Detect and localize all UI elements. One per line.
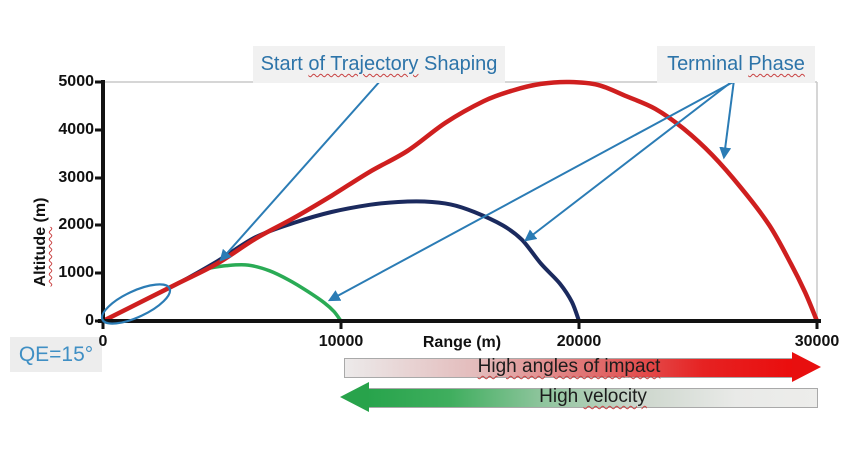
x-tick-30000: 30000 xyxy=(794,333,840,350)
y-axis-ticks xyxy=(95,80,103,323)
x-axis-title: Range (m) xyxy=(422,334,502,351)
label-terminal-phase: Terminal Phase xyxy=(657,46,815,83)
y-tick-1000: 1000 xyxy=(58,264,94,281)
label-start-of-trajectory-shaping: Start of Trajectory Shaping xyxy=(253,46,505,83)
x-axis-ticks xyxy=(101,323,819,329)
high-velocity-arrowhead-icon xyxy=(340,382,369,412)
high-angles-arrowhead-icon xyxy=(792,352,821,382)
label-qe-15deg: QE=15° xyxy=(10,337,102,372)
x-tick-20000: 20000 xyxy=(556,333,602,350)
high-angles-of-impact-label: High angles of impact xyxy=(477,356,661,377)
y-tick-0: 0 xyxy=(85,312,94,329)
trajectory-green-curve xyxy=(205,262,343,323)
y-tick-2000: 2000 xyxy=(58,216,94,233)
annotation-arrows xyxy=(219,79,736,302)
y-tick-4000: 4000 xyxy=(58,121,94,138)
arrow-terminal-navy xyxy=(524,79,735,242)
y-axis-title: Altitude (m) xyxy=(32,197,49,287)
arrow-terminal-green xyxy=(327,80,736,302)
x-tick-10000: 10000 xyxy=(318,333,364,350)
x-tick-0: 0 xyxy=(98,333,108,350)
y-tick-5000: 5000 xyxy=(58,73,94,90)
trajectory-red-curve xyxy=(100,79,820,324)
launch-phase-ellipse xyxy=(100,283,172,325)
arrow-terminal-red xyxy=(719,79,735,160)
high-velocity-label: High velocity xyxy=(539,386,647,407)
arrow-start-shaping xyxy=(219,79,382,262)
trajectory-navy-curve xyxy=(101,199,581,323)
y-tick-3000: 3000 xyxy=(58,169,94,186)
